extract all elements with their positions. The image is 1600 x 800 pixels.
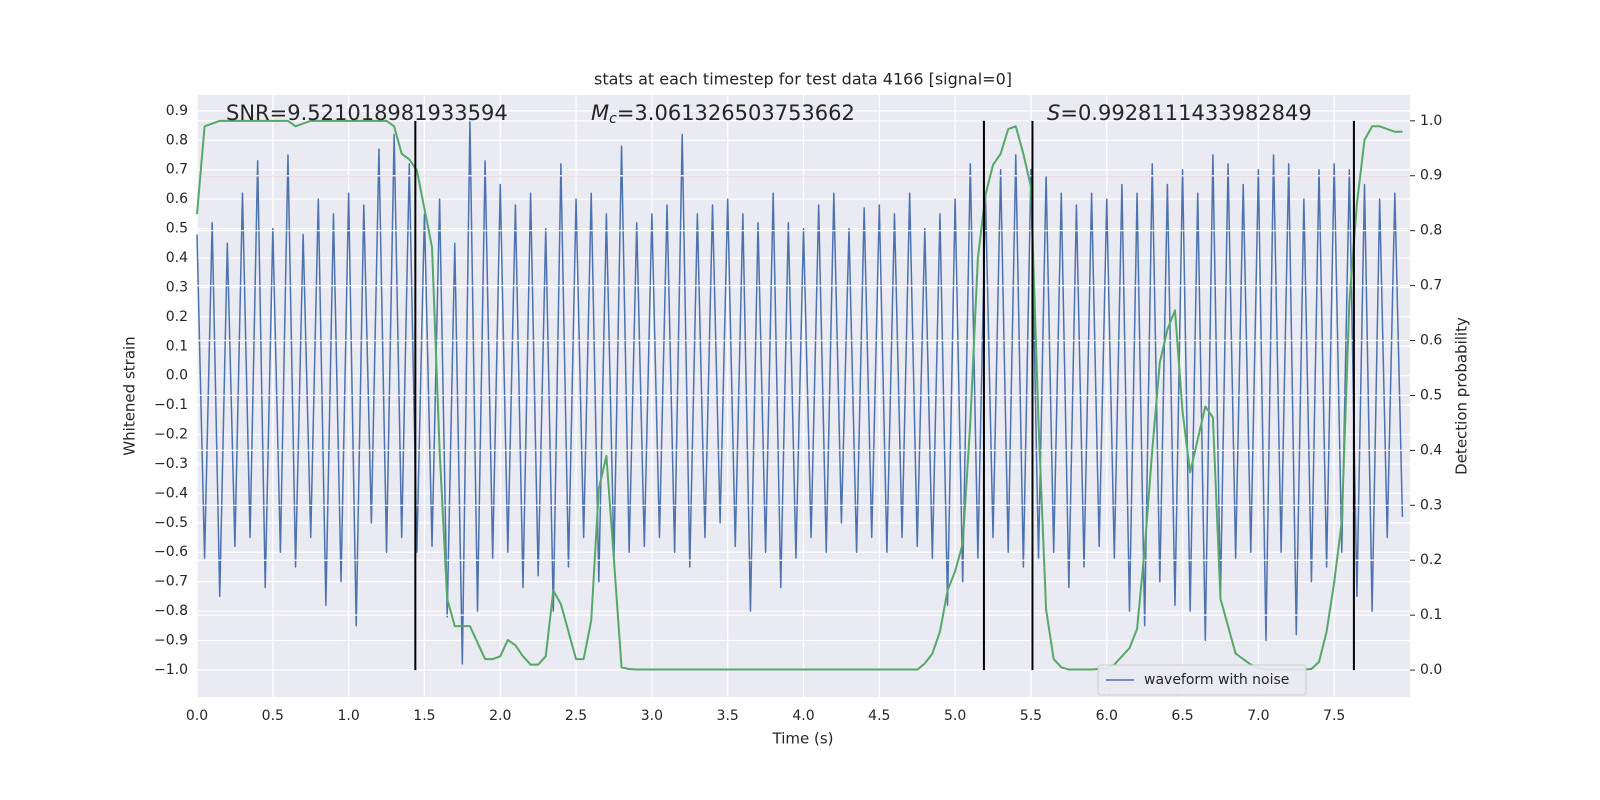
x-tick-label: 4.0: [792, 708, 814, 724]
series-line: [196, 119, 1403, 671]
y-tick-label: −0.8: [154, 603, 188, 619]
y-axis-label: Whitened strain: [121, 336, 139, 455]
y2-tick-label: 0.8: [1420, 223, 1442, 239]
y-tick-label: 0.7: [166, 162, 188, 178]
annotation-symbol: M: [591, 101, 609, 125]
annotation: Mc=3.061326503753662: [591, 101, 855, 127]
x-tick-label: 0.5: [262, 708, 284, 724]
x-tick-label: 2.5: [565, 708, 587, 724]
x-tick-label: 3.0: [641, 708, 663, 724]
y2-tick-label: 0.9: [1420, 168, 1442, 184]
y-tick-label: −0.4: [154, 485, 188, 501]
chart-title: stats at each timestep for test data 416…: [594, 70, 1012, 89]
x-tick-label: 7.5: [1323, 708, 1345, 724]
y-tick-label: −0.9: [154, 633, 188, 649]
x-tick-label: 1.5: [413, 708, 435, 724]
x-tick-label: 6.5: [1171, 708, 1193, 724]
annotation-value: =3.061326503753662: [617, 101, 855, 125]
y2-tick-label: 0.4: [1420, 442, 1442, 458]
annotation: S=0.9928111433982849: [1047, 101, 1312, 125]
y-tick-label: 0.2: [166, 309, 188, 325]
y2-tick-label: 0.5: [1420, 387, 1442, 403]
y-tick-label: 0.9: [166, 103, 188, 119]
y2-tick-label: 0.6: [1420, 333, 1442, 349]
x-tick-label: 2.0: [489, 708, 511, 724]
x-tick-label: 6.0: [1096, 708, 1118, 724]
x-tick-label: 7.0: [1247, 708, 1269, 724]
y-tick-label: −0.2: [154, 427, 188, 443]
y2-tick-label: 0.3: [1420, 497, 1442, 513]
y2-tick-label: 0.7: [1420, 278, 1442, 294]
y-tick-label: −0.5: [154, 515, 188, 531]
x-tick-label: 4.5: [868, 708, 890, 724]
y-tick-label: 0.1: [166, 338, 188, 354]
y-tick-label: −0.6: [154, 544, 188, 560]
y-tick-label: −0.1: [154, 397, 188, 413]
y2-tick-label: 1.0: [1420, 113, 1442, 129]
y-tick-label: 0.6: [166, 191, 188, 207]
y-tick-label: 0.0: [166, 368, 188, 384]
x-axis-label: Time (s): [772, 730, 834, 748]
y2-axis-label: Detection probability: [1453, 317, 1471, 475]
y-tick-label: 0.8: [166, 132, 188, 148]
annotation: SNR=9.521018981933594: [226, 101, 508, 125]
y2-tick-label: 0.0: [1420, 662, 1442, 678]
y2-tick-label: 0.2: [1420, 552, 1442, 568]
y-tick-label: −0.7: [154, 574, 188, 590]
legend: [1097, 664, 1307, 696]
y-tick-label: 0.3: [166, 279, 188, 295]
y-tick-label: −0.3: [154, 456, 188, 472]
y-tick-label: 0.4: [166, 250, 188, 266]
legend-label: waveform with noise: [1144, 672, 1289, 688]
annotation-subscript: c: [609, 111, 617, 127]
y-tick-label: −1.0: [154, 662, 188, 678]
y-tick-label: 0.5: [166, 221, 188, 237]
series-line: [196, 118, 1404, 665]
x-tick-label: 0.0: [186, 708, 208, 724]
x-tick-label: 5.0: [944, 708, 966, 724]
x-tick-label: 3.5: [717, 708, 739, 724]
annotation-symbol: S: [1047, 101, 1060, 125]
y2-tick-label: 0.1: [1420, 607, 1442, 623]
x-tick-label: 5.5: [1020, 708, 1042, 724]
annotation-value: =0.9928111433982849: [1060, 101, 1311, 125]
x-tick-label: 1.0: [337, 708, 359, 724]
